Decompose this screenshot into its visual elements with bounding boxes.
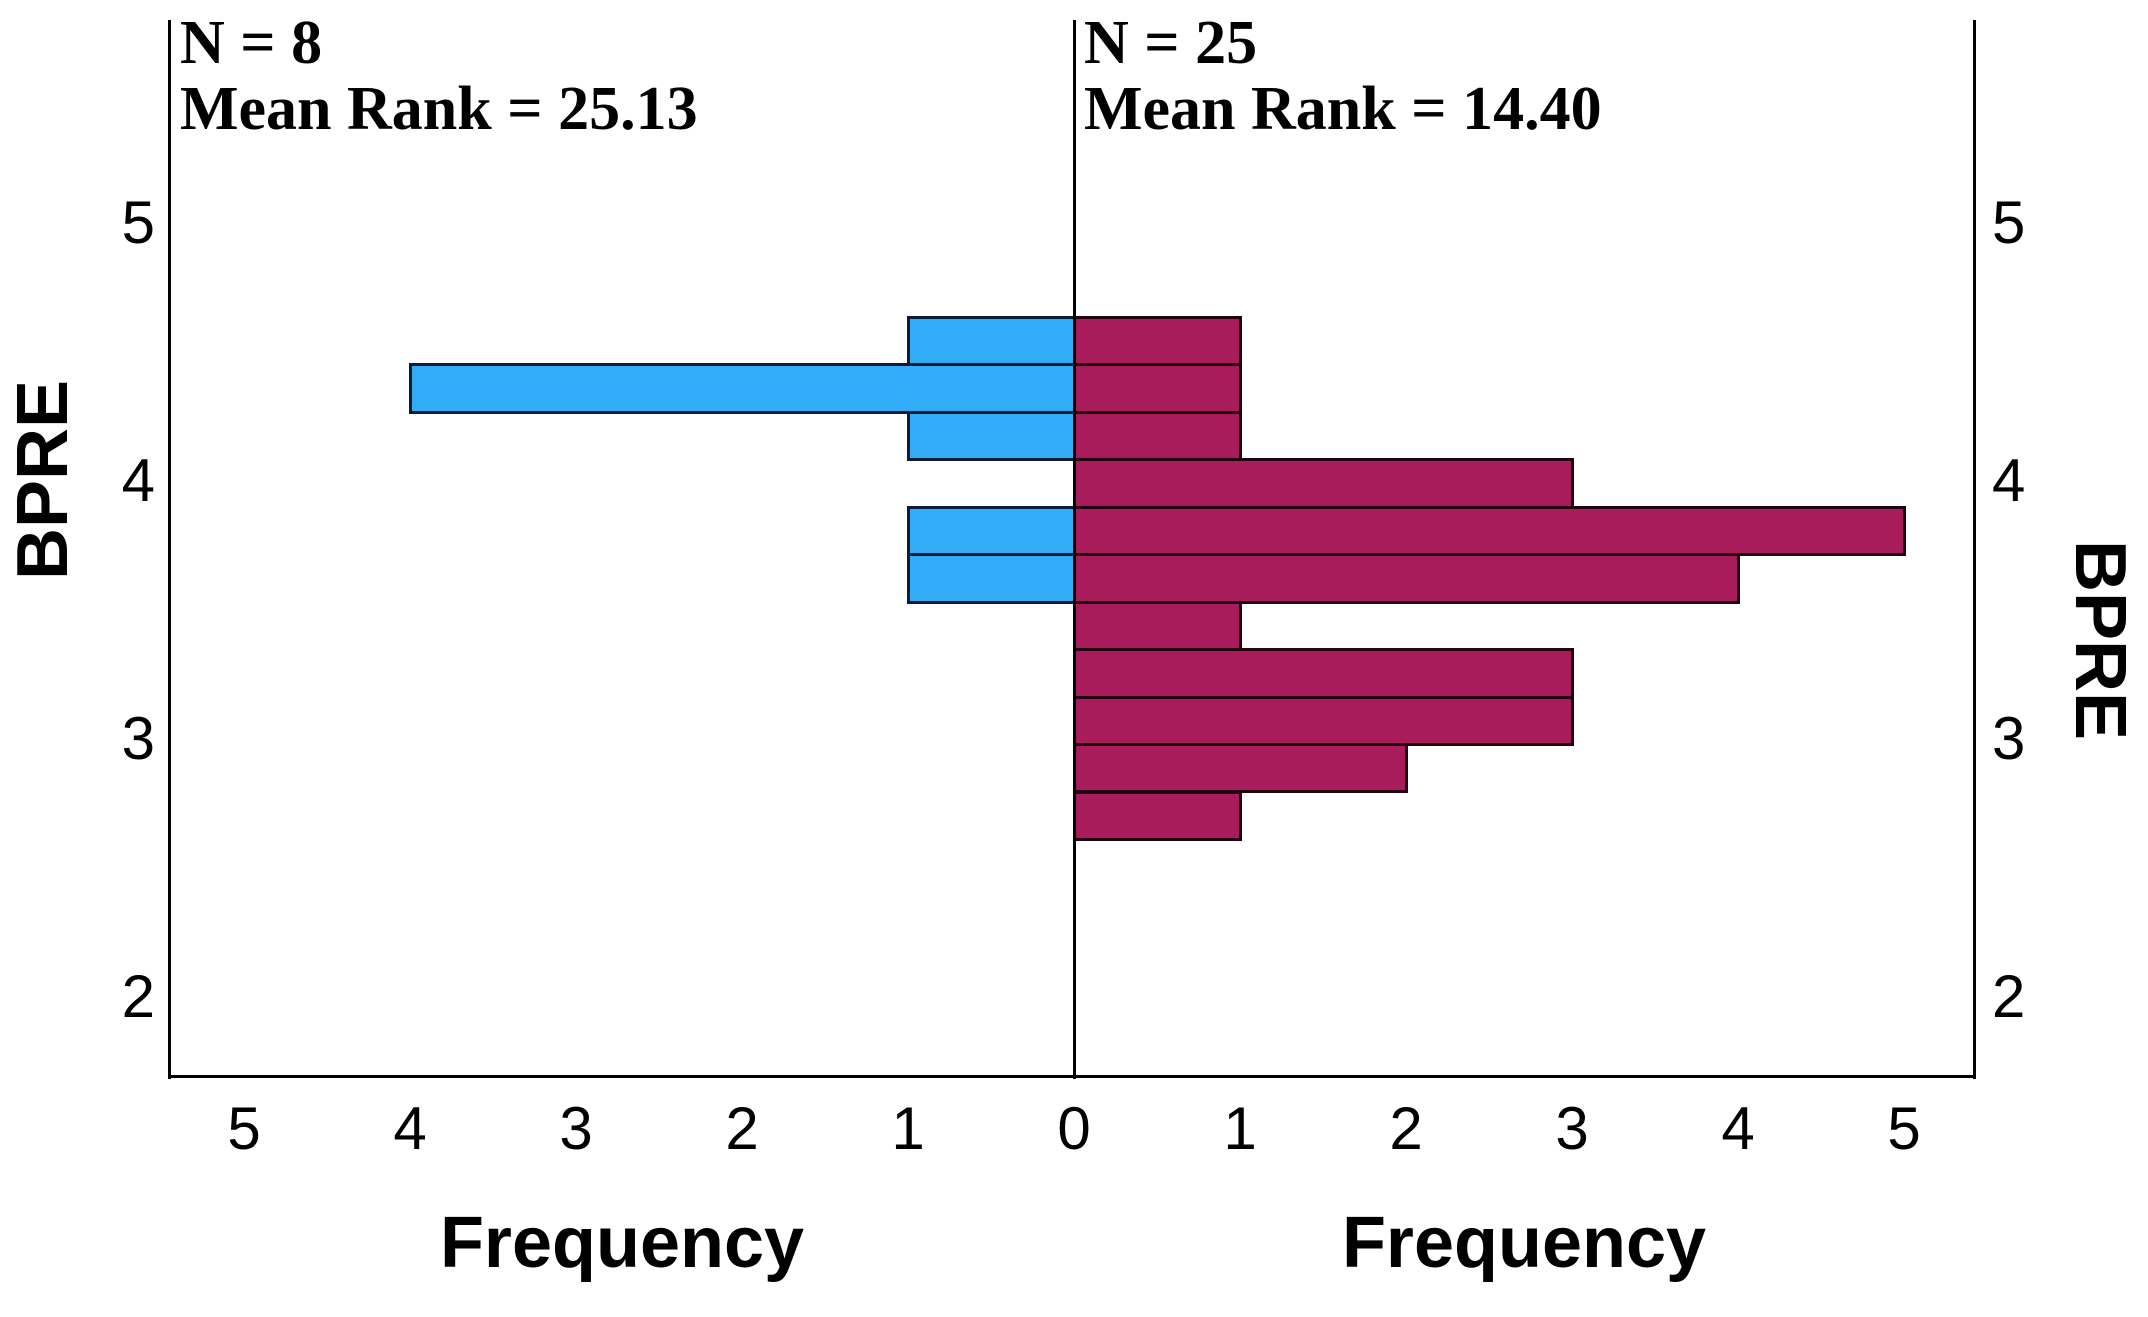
x-tick-label-right-3: 3 xyxy=(1555,1095,1589,1162)
right-y-tick-label-4: 4 xyxy=(1992,447,2026,514)
x-tick-label-center-0: 0 xyxy=(1057,1095,1091,1162)
x-tick-label-left-1: 1 xyxy=(891,1095,925,1162)
right-n-label: N = 25 xyxy=(1084,9,1258,77)
histogram-bar-left-bin-1 xyxy=(408,363,1076,414)
x-tick-label-left-5: 5 xyxy=(227,1095,261,1162)
left-y-tick-label-5: 5 xyxy=(121,189,155,256)
right-y-tick-label-3: 3 xyxy=(1992,705,2026,772)
x-tick-label-right-2: 2 xyxy=(1389,1095,1423,1162)
x-tick-label-left-4: 4 xyxy=(393,1095,427,1162)
histogram-bar-left-bin-2 xyxy=(906,410,1076,462)
left-y-tick-label-3: 3 xyxy=(121,705,155,772)
histogram-bar-right-bin-7 xyxy=(1072,648,1574,699)
right-y-tick-label-2: 2 xyxy=(1992,963,2026,1030)
left-y-tick-label-2: 2 xyxy=(121,963,155,1030)
right-y-tick-label-5: 5 xyxy=(1992,189,2026,256)
x-tick-label-left-2: 2 xyxy=(725,1095,759,1162)
x-tick-label-right-1: 1 xyxy=(1223,1095,1257,1162)
right-y-axis-line xyxy=(1972,20,1976,1079)
x-tick-label-right-5: 5 xyxy=(1887,1095,1921,1162)
right-mean-rank-label: Mean Rank = 14.40 xyxy=(1084,75,1602,143)
histogram-bar-right-bin-5 xyxy=(1072,553,1740,604)
right-x-axis-title: Frequency xyxy=(1341,1203,1707,1283)
right-y-axis-title: BPRE xyxy=(2060,539,2140,741)
left-n-label: N = 8 xyxy=(180,9,323,77)
left-x-axis-title: Frequency xyxy=(439,1203,805,1283)
left-y-axis-line xyxy=(167,20,171,1079)
histogram-bar-left-bin-5 xyxy=(906,553,1076,604)
histogram-bar-right-bin-2 xyxy=(1072,410,1242,462)
right-panel-stats: N = 25 Mean Rank = 14.40 xyxy=(1084,10,1602,142)
histogram-bar-right-bin-10 xyxy=(1072,790,1242,841)
x-tick-label-right-4: 4 xyxy=(1721,1095,1755,1162)
left-panel-stats: N = 8 Mean Rank = 25.13 xyxy=(180,10,698,142)
left-y-tick-label-4: 4 xyxy=(121,447,155,514)
left-y-axis-title: BPRE xyxy=(3,379,83,581)
x-axis-line xyxy=(167,1074,1976,1078)
center-divider-line xyxy=(1072,20,1076,1079)
x-tick-label-left-3: 3 xyxy=(559,1095,593,1162)
left-mean-rank-label: Mean Rank = 25.13 xyxy=(180,75,698,143)
